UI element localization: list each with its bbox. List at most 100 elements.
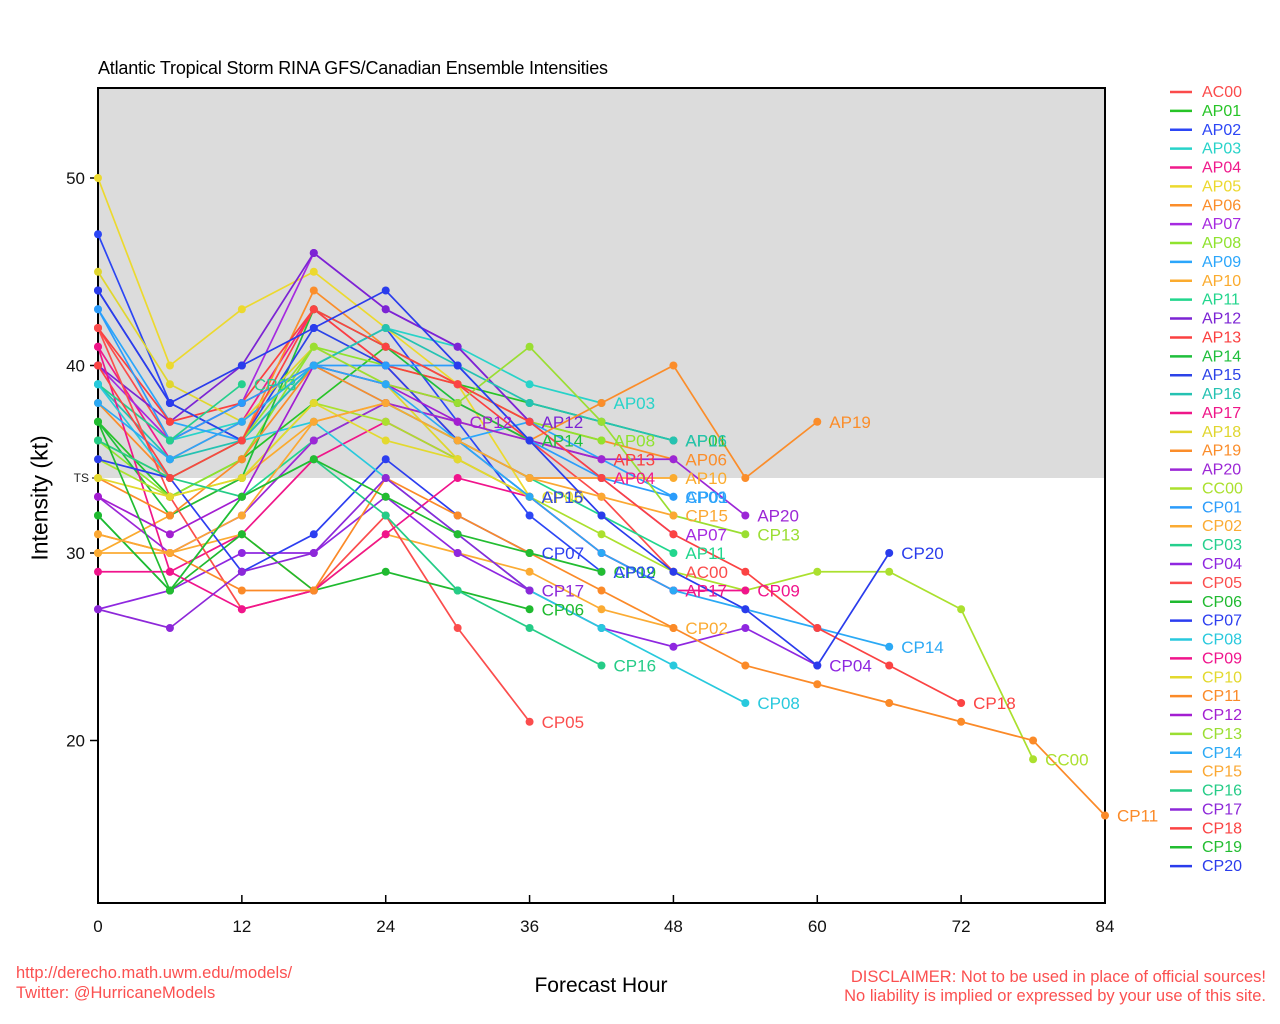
legend-label-AP20: AP20: [1202, 462, 1241, 479]
data-point: [165, 380, 174, 389]
data-point: [381, 417, 390, 426]
series-label-CP02: CP02: [685, 619, 728, 638]
data-point: [237, 549, 246, 557]
legend-item-AP12: AP12: [1170, 311, 1241, 328]
series-label-CC00: CC00: [1045, 750, 1088, 769]
data-point: [453, 380, 462, 389]
series-CP06: [94, 511, 534, 614]
series-CP18: [94, 305, 966, 707]
data-point: [525, 549, 534, 557]
series-label-CP03: CP03: [254, 375, 297, 394]
data-point: [453, 342, 462, 351]
legend-item-AP03: AP03: [1170, 141, 1241, 158]
data-point: [525, 567, 534, 576]
data-point: [525, 624, 534, 632]
legend-label-AP16: AP16: [1202, 386, 1241, 403]
series-label-AP03: AP03: [614, 394, 656, 413]
series-label-CP18: CP18: [973, 694, 1016, 713]
data-point: [381, 286, 390, 295]
legend-label-CP10: CP10: [1202, 669, 1242, 686]
legend-label-CP11: CP11: [1202, 688, 1241, 705]
series-label-AP11: AP11: [685, 544, 725, 563]
legend-item-AP10: AP10: [1170, 273, 1241, 290]
legend-label-CP03: CP03: [1202, 537, 1242, 554]
data-point: [669, 586, 678, 595]
series-label-AP01: AP01: [685, 432, 727, 451]
data-point: [597, 530, 606, 539]
legend-item-CP06: CP06: [1170, 594, 1242, 611]
data-point: [94, 549, 102, 557]
data-point: [237, 436, 246, 445]
legend-item-CP03: CP03: [1170, 537, 1242, 554]
legend-label-AP05: AP05: [1202, 178, 1241, 195]
disclaimer-line2: No liability is implied or expressed by …: [844, 987, 1266, 1005]
footer-links: http://derecho.math.uwm.edu/models/ Twit…: [16, 963, 292, 1003]
data-point: [94, 455, 102, 464]
data-point: [165, 530, 174, 539]
data-point: [94, 530, 102, 539]
data-point: [94, 511, 102, 520]
legend-label-CP16: CP16: [1202, 783, 1242, 800]
series-label-CP06: CP06: [542, 600, 585, 619]
x-tick-label: 60: [808, 917, 827, 936]
data-point: [525, 380, 534, 389]
legend-label-CP02: CP02: [1202, 518, 1242, 535]
data-point: [885, 699, 894, 707]
data-point: [525, 511, 534, 520]
legend-label-CP18: CP18: [1202, 820, 1242, 837]
data-point: [669, 474, 678, 482]
data-point: [309, 455, 318, 464]
legend-item-AP11: AP11: [1170, 292, 1240, 309]
series-label-CP19: CP19: [614, 563, 657, 582]
data-point: [165, 474, 174, 482]
data-point: [165, 511, 174, 520]
legend-item-AP04: AP04: [1170, 160, 1241, 177]
data-point: [885, 642, 894, 651]
data-point: [525, 605, 534, 614]
data-point: [741, 661, 750, 670]
series-label-CP04: CP04: [829, 657, 872, 676]
series-line-CP12: [97, 364, 459, 536]
legend-label-AP09: AP09: [1202, 254, 1241, 271]
legend-label-CC00: CC00: [1202, 480, 1243, 497]
data-point: [309, 417, 318, 426]
series-label-CP08: CP08: [757, 694, 800, 713]
data-point: [741, 624, 750, 632]
series-label-AP18: AP18: [542, 488, 584, 507]
series-CP19: [94, 417, 606, 595]
data-point: [309, 342, 318, 351]
data-point: [741, 605, 750, 614]
data-point: [381, 567, 390, 576]
data-point: [813, 661, 822, 670]
data-point: [237, 474, 246, 482]
legend-item-AP18: AP18: [1170, 424, 1241, 441]
data-point: [813, 417, 822, 426]
legend-label-AP14: AP14: [1202, 348, 1241, 365]
data-point: [669, 661, 678, 670]
legend-item-CP15: CP15: [1170, 764, 1242, 781]
data-point: [453, 549, 462, 557]
data-point: [237, 605, 246, 614]
series-label-AP20: AP20: [757, 507, 799, 526]
data-point: [237, 305, 246, 314]
legend-label-CP09: CP09: [1202, 650, 1242, 667]
data-point: [165, 624, 174, 632]
data-point: [597, 455, 606, 464]
data-point: [94, 474, 102, 482]
data-point: [813, 624, 822, 632]
legend-item-AP09: AP09: [1170, 254, 1241, 271]
data-point: [957, 699, 966, 707]
legend-label-AP06: AP06: [1202, 197, 1241, 214]
x-tick-label: 72: [952, 917, 971, 936]
data-point: [165, 586, 174, 595]
data-point: [453, 530, 462, 539]
data-point: [381, 305, 390, 314]
data-point: [381, 492, 390, 501]
legend-item-CP12: CP12: [1170, 707, 1242, 724]
data-point: [669, 530, 678, 539]
data-point: [94, 324, 102, 332]
y-tick-label: 40: [66, 357, 85, 376]
data-point: [741, 474, 750, 482]
series-line-CP20: [97, 289, 890, 667]
